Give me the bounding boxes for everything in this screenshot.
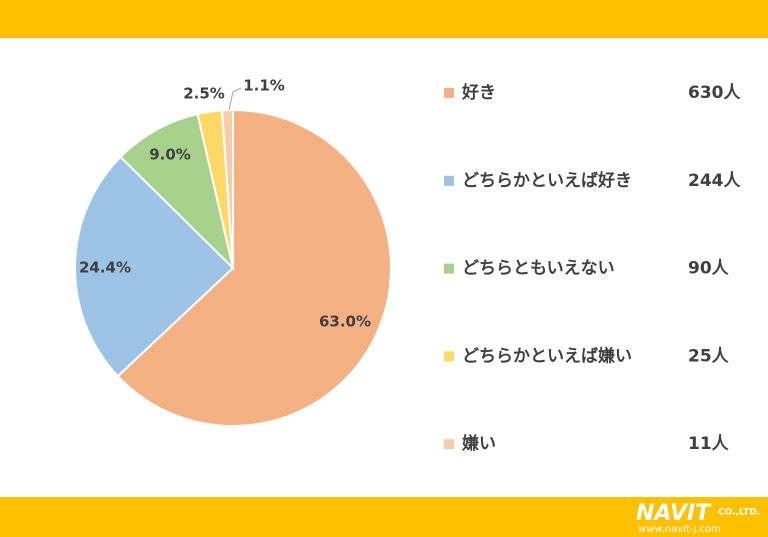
data-label: 24.4% bbox=[79, 259, 131, 277]
data-label: 2.5% bbox=[183, 85, 225, 103]
legend-label: どちらかといえば嫌い bbox=[462, 345, 632, 366]
legend-swatch bbox=[444, 263, 454, 274]
logo: NAVIT bbox=[636, 501, 712, 526]
legend-swatch bbox=[444, 351, 454, 362]
legend-count: 244人 bbox=[688, 171, 741, 191]
legend-swatch bbox=[444, 175, 454, 186]
data-label: 9.0% bbox=[149, 146, 191, 164]
legend-label: 嫌い bbox=[461, 433, 496, 454]
pie-slice bbox=[221, 108, 234, 269]
legend-count: 90人 bbox=[688, 259, 730, 279]
legend-label: どちらかといえば好き bbox=[462, 170, 632, 191]
top-band bbox=[0, 0, 768, 38]
legend-label: どちらともいえない bbox=[462, 259, 615, 279]
data-label: 1.1% bbox=[243, 77, 285, 95]
pie-slice bbox=[119, 112, 235, 272]
company: CO.,LTD. bbox=[718, 508, 760, 518]
legend-swatch bbox=[444, 88, 454, 98]
legend-count: 25人 bbox=[688, 346, 730, 366]
pie-slice bbox=[116, 108, 392, 427]
legend-label: 好き bbox=[461, 82, 496, 103]
url: www.navit-j.com bbox=[638, 524, 721, 535]
legend-swatch bbox=[444, 439, 454, 450]
data-label: 63.0% bbox=[319, 313, 371, 331]
leader-line bbox=[228, 87, 242, 111]
legend-count: 630人 bbox=[688, 83, 741, 103]
bottom-band bbox=[0, 497, 768, 537]
legend-count: 11人 bbox=[688, 434, 730, 454]
pie-slice bbox=[74, 155, 235, 378]
